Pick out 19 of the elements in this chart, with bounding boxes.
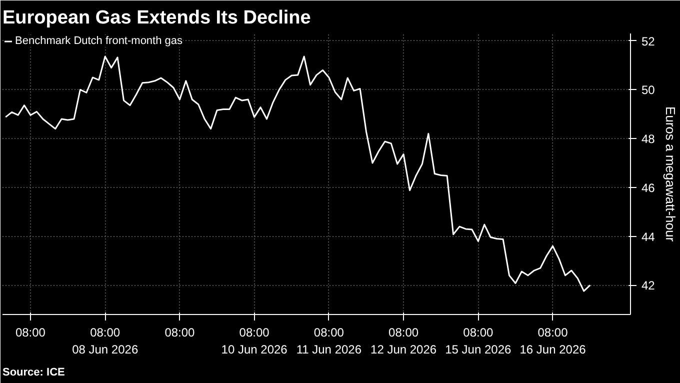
- y-tick-label: 48: [642, 132, 656, 146]
- y-tick-label: 44: [642, 230, 656, 244]
- x-tick-label: 08:00 16 Jun 2026: [520, 326, 586, 356]
- x-tick-label: 08:00 10 Jun 2026: [221, 326, 288, 356]
- x-tick-label: 08:00 15 Jun 2026: [445, 326, 512, 356]
- x-tick-label: 08:00: [15, 326, 46, 340]
- x-tick-label: 08:00 12 Jun 2026: [370, 326, 437, 356]
- y-axis-title: Euros a megawatt-hour: [662, 106, 678, 242]
- source-note: Source: ICE: [2, 366, 65, 378]
- y-tick-label: 42: [642, 278, 656, 293]
- line-series: [4, 56, 591, 292]
- y-tick-label: 50: [642, 83, 656, 98]
- legend-label: Benchmark Dutch front-month gas: [15, 35, 183, 47]
- x-tick-label: 08:00 11 Jun 2026: [296, 326, 362, 356]
- y-tick-label: 52: [642, 34, 656, 48]
- x-tick-label: 08:00: [164, 326, 196, 340]
- x-tick-label: 08:00 08 Jun 2026: [72, 326, 138, 356]
- y-tick-label: 46: [642, 180, 656, 195]
- chart-title: European Gas Extends Its Decline: [2, 8, 311, 28]
